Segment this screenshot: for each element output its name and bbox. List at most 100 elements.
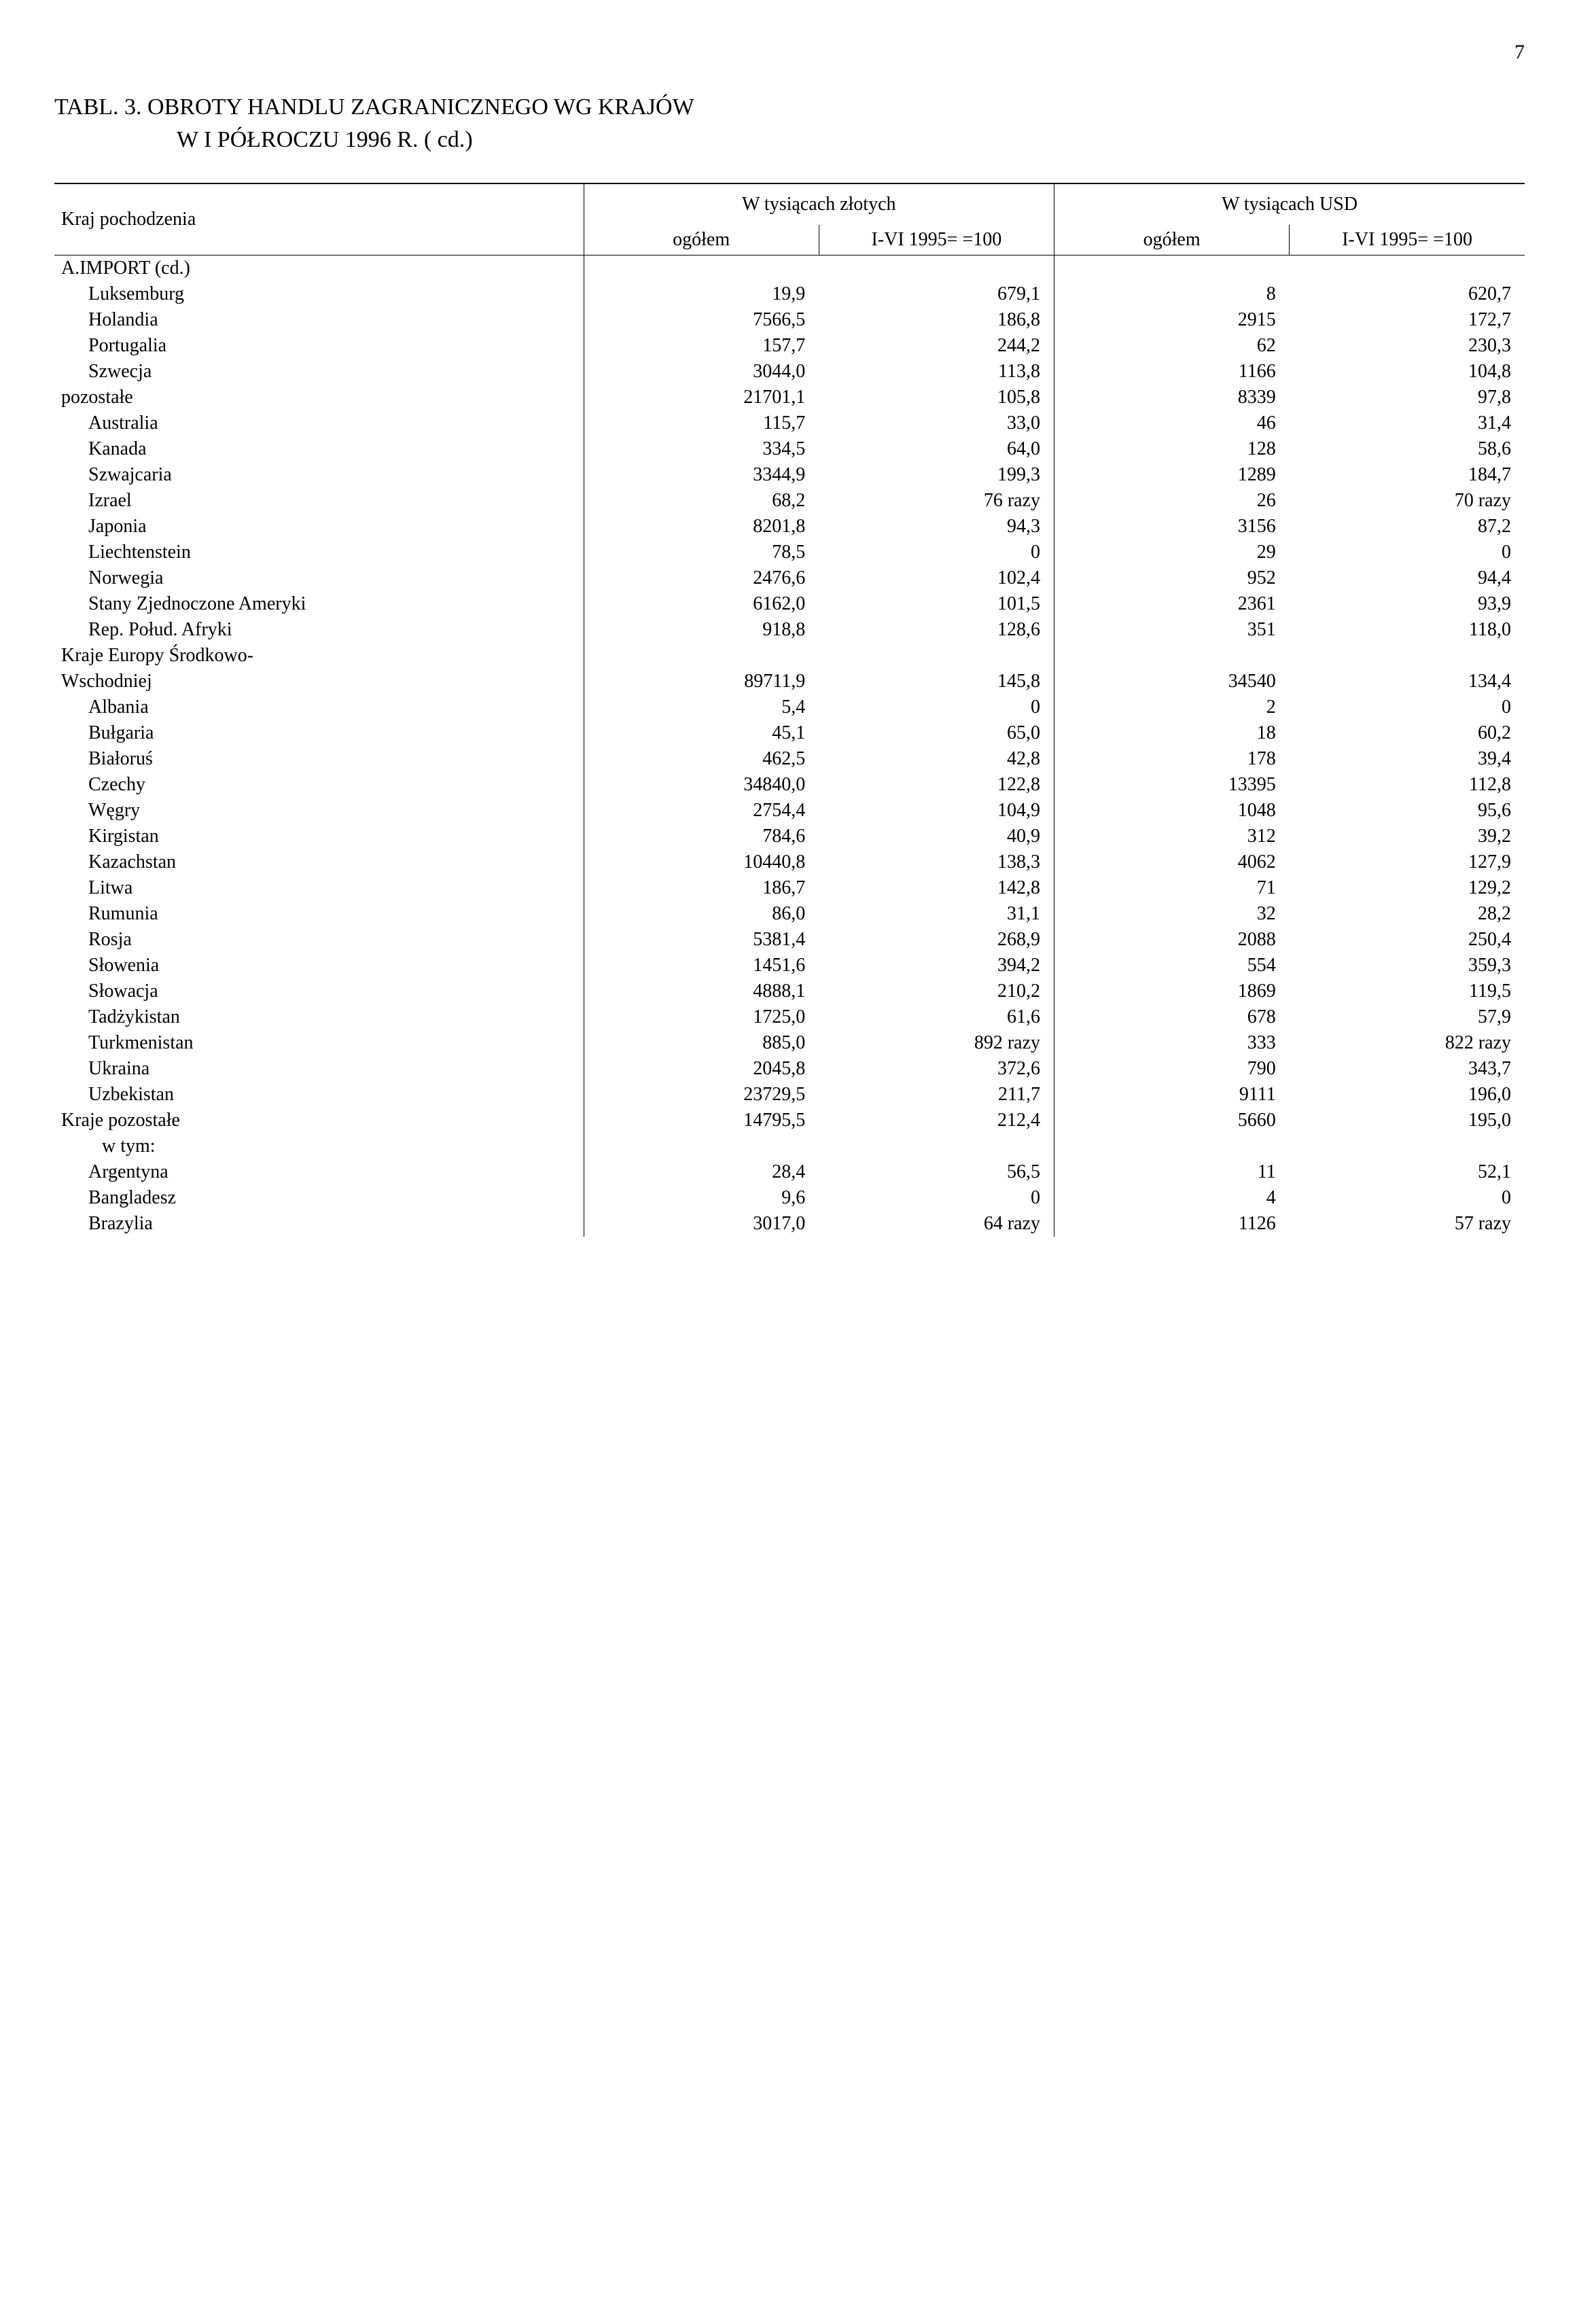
value-cell: 790 bbox=[1054, 1056, 1290, 1082]
value-cell: 333 bbox=[1054, 1030, 1290, 1056]
value-cell: 1126 bbox=[1054, 1211, 1290, 1237]
value-cell: 678 bbox=[1054, 1004, 1290, 1030]
value-cell: 32 bbox=[1054, 901, 1290, 927]
value-cell: 68,2 bbox=[584, 488, 819, 514]
value-cell: 9111 bbox=[1054, 1082, 1290, 1108]
table-row: Bangladesz9,6040 bbox=[54, 1185, 1525, 1211]
header-pln-index: I-VI 1995= =100 bbox=[819, 225, 1054, 256]
value-cell: 4 bbox=[1054, 1185, 1290, 1211]
value-cell: 1048 bbox=[1054, 798, 1290, 824]
value-cell: 34540 bbox=[1054, 669, 1290, 694]
value-cell: 119,5 bbox=[1290, 979, 1525, 1004]
value-cell: 343,7 bbox=[1290, 1056, 1525, 1082]
country-label: Holandia bbox=[54, 307, 584, 333]
value-cell: 112,8 bbox=[1290, 772, 1525, 798]
value-cell: 5381,4 bbox=[584, 927, 819, 953]
value-cell bbox=[584, 256, 819, 282]
value-cell: 178 bbox=[1054, 746, 1290, 772]
value-cell: 186,8 bbox=[819, 307, 1054, 333]
country-label: Rep. Połud. Afryki bbox=[54, 617, 584, 643]
country-label: Słowenia bbox=[54, 953, 584, 979]
country-label: Słowacja bbox=[54, 979, 584, 1004]
value-cell: 39,4 bbox=[1290, 746, 1525, 772]
value-cell: 8 bbox=[1054, 281, 1290, 307]
header-origin: Kraj pochodzenia bbox=[54, 183, 584, 256]
value-cell: 394,2 bbox=[819, 953, 1054, 979]
value-cell: 45,1 bbox=[584, 720, 819, 746]
value-cell: 4062 bbox=[1054, 849, 1290, 875]
country-label: Wschodniej bbox=[54, 669, 584, 694]
value-cell: 8339 bbox=[1054, 385, 1290, 410]
value-cell: 1289 bbox=[1054, 462, 1290, 488]
value-cell: 134,4 bbox=[1290, 669, 1525, 694]
value-cell bbox=[584, 643, 819, 669]
table-row: Czechy34840,0122,813395112,8 bbox=[54, 772, 1525, 798]
country-label: Australia bbox=[54, 410, 584, 436]
value-cell bbox=[1290, 1133, 1525, 1159]
value-cell: 351 bbox=[1054, 617, 1290, 643]
table-row: Tadżykistan1725,061,667857,9 bbox=[54, 1004, 1525, 1030]
value-cell: 104,8 bbox=[1290, 359, 1525, 385]
value-cell: 0 bbox=[1290, 1185, 1525, 1211]
header-group-usd: W tysiącach USD bbox=[1054, 183, 1525, 225]
value-cell: 334,5 bbox=[584, 436, 819, 462]
value-cell: 93,9 bbox=[1290, 591, 1525, 617]
table-row: Argentyna28,456,51152,1 bbox=[54, 1159, 1525, 1185]
country-label: Rosja bbox=[54, 927, 584, 953]
value-cell: 250,4 bbox=[1290, 927, 1525, 953]
value-cell: 65,0 bbox=[819, 720, 1054, 746]
value-cell: 3044,0 bbox=[584, 359, 819, 385]
table-row: Białoruś462,542,817839,4 bbox=[54, 746, 1525, 772]
header-group-pln: W tysiącach złotych bbox=[584, 183, 1054, 225]
value-cell: 18 bbox=[1054, 720, 1290, 746]
country-label: Tadżykistan bbox=[54, 1004, 584, 1030]
value-cell: 2088 bbox=[1054, 927, 1290, 953]
value-cell: 172,7 bbox=[1290, 307, 1525, 333]
table-row: Rumunia86,031,13228,2 bbox=[54, 901, 1525, 927]
country-label: Kanada bbox=[54, 436, 584, 462]
country-label: Turkmenistan bbox=[54, 1030, 584, 1056]
value-cell bbox=[1054, 1133, 1290, 1159]
header-usd-index: I-VI 1995= =100 bbox=[1290, 225, 1525, 256]
value-cell: 3017,0 bbox=[584, 1211, 819, 1237]
value-cell: 70 razy bbox=[1290, 488, 1525, 514]
value-cell: 199,3 bbox=[819, 462, 1054, 488]
value-cell: 56,5 bbox=[819, 1159, 1054, 1185]
country-label: Norwegia bbox=[54, 565, 584, 591]
value-cell: 87,2 bbox=[1290, 514, 1525, 540]
value-cell: 115,7 bbox=[584, 410, 819, 436]
value-cell bbox=[1054, 643, 1290, 669]
value-cell: 42,8 bbox=[819, 746, 1054, 772]
value-cell: 122,8 bbox=[819, 772, 1054, 798]
table-row: Kraje Europy Środkowo- bbox=[54, 643, 1525, 669]
table-row: Luksemburg19,9679,18620,7 bbox=[54, 281, 1525, 307]
value-cell bbox=[819, 256, 1054, 282]
country-label: pozostałe bbox=[54, 385, 584, 410]
table-row: Stany Zjednoczone Ameryki6162,0101,52361… bbox=[54, 591, 1525, 617]
value-cell: 76 razy bbox=[819, 488, 1054, 514]
value-cell: 4888,1 bbox=[584, 979, 819, 1004]
value-cell: 918,8 bbox=[584, 617, 819, 643]
value-cell: 210,2 bbox=[819, 979, 1054, 1004]
table-row: Rep. Połud. Afryki918,8128,6351118,0 bbox=[54, 617, 1525, 643]
table-row: Bułgaria45,165,01860,2 bbox=[54, 720, 1525, 746]
value-cell: 40,9 bbox=[819, 824, 1054, 849]
value-cell: 244,2 bbox=[819, 333, 1054, 359]
table-row: Rosja5381,4268,92088250,4 bbox=[54, 927, 1525, 953]
value-cell: 71 bbox=[1054, 875, 1290, 901]
country-label: Bułgaria bbox=[54, 720, 584, 746]
value-cell bbox=[1290, 256, 1525, 282]
country-label: Szwecja bbox=[54, 359, 584, 385]
value-cell: 46 bbox=[1054, 410, 1290, 436]
country-label: Stany Zjednoczone Ameryki bbox=[54, 591, 584, 617]
value-cell: 62 bbox=[1054, 333, 1290, 359]
table-header: Kraj pochodzenia W tysiącach złotych W t… bbox=[54, 183, 1525, 256]
value-cell: 3344,9 bbox=[584, 462, 819, 488]
country-label: Izrael bbox=[54, 488, 584, 514]
table-row: w tym: bbox=[54, 1133, 1525, 1159]
value-cell: 2476,6 bbox=[584, 565, 819, 591]
value-cell: 186,7 bbox=[584, 875, 819, 901]
table-row: Holandia7566,5186,82915172,7 bbox=[54, 307, 1525, 333]
value-cell: 157,7 bbox=[584, 333, 819, 359]
value-cell: 57 razy bbox=[1290, 1211, 1525, 1237]
